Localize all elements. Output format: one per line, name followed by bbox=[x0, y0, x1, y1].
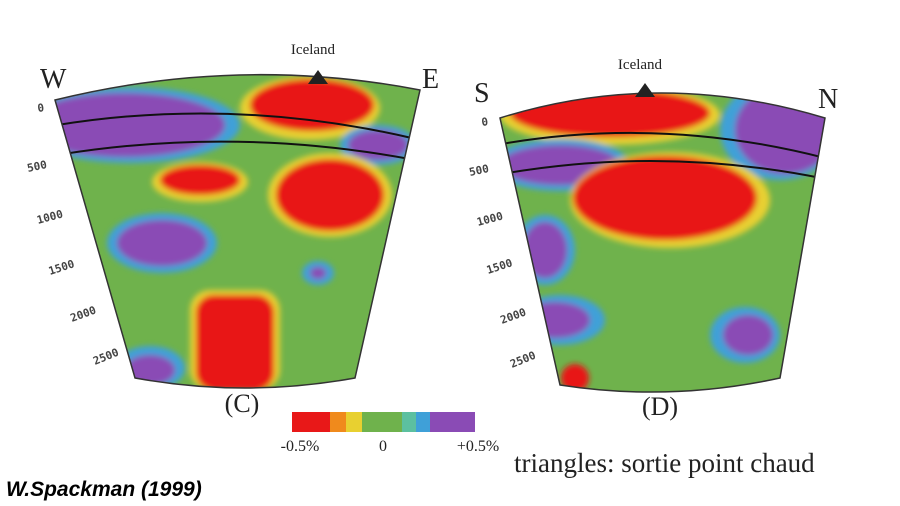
depth-label: 2500 bbox=[508, 349, 537, 371]
hotspot-label: Iceland bbox=[618, 57, 663, 73]
panel-label: (C) bbox=[225, 389, 260, 418]
depth-label: 500 bbox=[26, 158, 48, 175]
depth-label: 1000 bbox=[35, 207, 64, 226]
depth-label: 2000 bbox=[499, 306, 528, 327]
tomography-c bbox=[55, 74, 420, 388]
depth-label: 2000 bbox=[69, 304, 98, 325]
colorbar-label: +0.5% bbox=[457, 438, 499, 455]
credit: W.Spackman (1999) bbox=[6, 478, 202, 501]
caption: triangles: sortie point chaud bbox=[514, 448, 815, 478]
depth-label: 500 bbox=[468, 162, 490, 179]
colorbar bbox=[292, 412, 475, 432]
depth-label: 0 bbox=[37, 101, 45, 115]
depth-label: 1500 bbox=[47, 257, 76, 278]
direction-label: E bbox=[422, 64, 439, 95]
direction-label: S bbox=[474, 78, 490, 109]
tomography-d bbox=[500, 93, 825, 393]
panel-label: (D) bbox=[642, 392, 678, 421]
direction-label: N bbox=[818, 84, 838, 115]
depth-label: 2500 bbox=[91, 346, 120, 368]
direction-label: W bbox=[40, 64, 67, 95]
depth-label: 1000 bbox=[475, 209, 504, 228]
depth-label: 0 bbox=[481, 115, 489, 129]
depth-label: 1500 bbox=[485, 256, 514, 277]
colorbar-label: -0.5% bbox=[281, 438, 320, 455]
hotspot-label: Iceland bbox=[291, 42, 336, 58]
colorbar-label: 0 bbox=[379, 438, 387, 455]
